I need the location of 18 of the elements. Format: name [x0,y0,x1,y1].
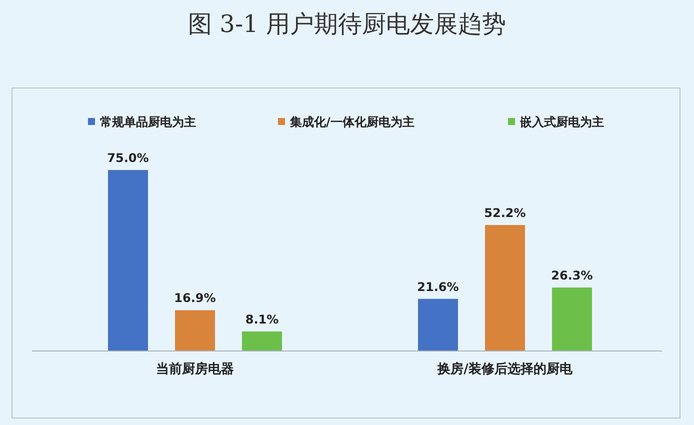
data-label: 16.9% [174,291,216,306]
legend-label: 集成化/一体化厨电为主 [289,115,414,129]
chart-title: 图 3-1 用户期待厨电发展趋势 [188,10,506,38]
data-label: 21.6% [417,280,459,294]
x-tick-label: 当前厨房电器 [156,361,234,377]
legend-label: 常规单品厨电为主 [100,115,196,129]
data-label: 75.0% [107,151,149,165]
bar [175,310,215,351]
bar [418,298,458,351]
data-label: 8.1% [245,312,279,326]
bar [485,225,525,351]
x-tick-label: 换房/装修后选择的厨电 [436,361,574,377]
legend-label: 嵌入式厨电为主 [519,115,604,129]
bar [108,170,148,351]
bar [552,288,592,351]
data-label: 52.2% [484,206,526,220]
bar [242,331,282,351]
data-label: 26.3% [551,268,593,283]
